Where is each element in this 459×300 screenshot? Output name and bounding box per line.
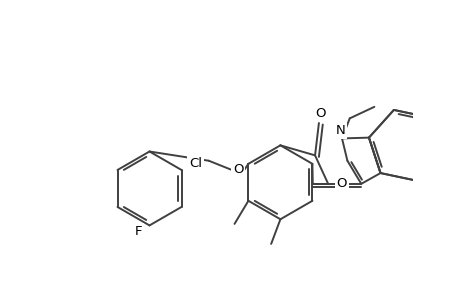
Text: O: O <box>336 177 347 190</box>
Text: O: O <box>232 164 243 176</box>
Text: N: N <box>335 124 345 137</box>
Text: Cl: Cl <box>189 157 202 170</box>
Text: F: F <box>134 225 141 238</box>
Text: O: O <box>314 107 325 120</box>
